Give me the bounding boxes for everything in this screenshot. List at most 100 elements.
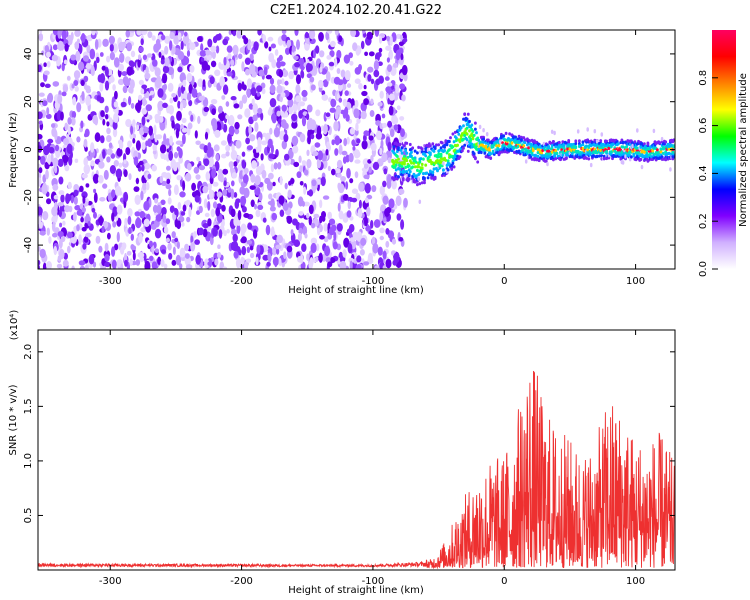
spectrogram-signal-halo (593, 129, 597, 134)
spectrogram-cell (108, 142, 113, 149)
spectrogram-cell (81, 207, 87, 213)
spectrogram-cell (270, 226, 275, 236)
spectrogram-cell (329, 50, 335, 58)
spectrogram-cell (241, 206, 247, 213)
spectrogram-signal-halo (652, 128, 656, 134)
spectrogram-cell (363, 261, 370, 266)
spectrogram-cell (356, 118, 361, 124)
spectrogram-signal-cell (392, 162, 396, 166)
x-tick-label: 0 (501, 276, 507, 287)
spectrogram-signal-cell (471, 137, 475, 141)
spectrogram-cell (328, 218, 336, 226)
spectrogram-cell (165, 183, 172, 190)
snr-frame (37, 329, 676, 571)
spectrogram-cell (284, 153, 290, 161)
spectrogram-cell (66, 231, 73, 239)
spectrogram-signal-cell (466, 122, 470, 126)
spectrogram-signal-cell (416, 183, 419, 187)
spectrogram-cell (296, 39, 300, 50)
spectrogram-cell (218, 62, 222, 69)
spectrogram-cell (227, 53, 232, 60)
spectrogram-signal-cell (472, 152, 476, 156)
spectrogram-cell (343, 54, 351, 64)
spectrogram-cell (344, 106, 349, 117)
spectrogram-cell (179, 191, 186, 198)
spectrogram-cell (57, 202, 64, 207)
spectrogram-cell (258, 192, 263, 202)
spectrogram-cell (94, 39, 99, 50)
colorbar-gradient (712, 30, 736, 269)
spectrogram-cell (58, 190, 65, 196)
spectrogram-cell (227, 187, 232, 193)
spectrogram-cell (182, 79, 187, 88)
spectrogram-cell (154, 248, 160, 253)
spectrogram-signal-halo (417, 176, 420, 181)
spectrogram-cell (255, 256, 259, 266)
spectrogram-cell (244, 108, 251, 118)
spectrogram-cell (193, 166, 200, 174)
spectrogram-cell (349, 178, 354, 184)
spectrogram-signal-cell (561, 153, 565, 157)
spectrogram-cell (261, 88, 266, 95)
spectrogram-cell (268, 193, 273, 200)
spectrogram-cell (172, 246, 176, 255)
spectrogram-cell (160, 34, 166, 41)
spectrogram-cell (283, 133, 289, 143)
spectrogram-cell (111, 246, 116, 257)
spectrogram-signal-cell (469, 137, 472, 141)
spectrogram-cell (124, 81, 131, 87)
spectrogram-signal-cell (600, 146, 604, 150)
spectrogram-signal-cell (463, 133, 467, 138)
spectrogram-cell (255, 209, 261, 218)
spectrogram-cell (298, 155, 302, 163)
spectrogram-cell (364, 216, 368, 227)
spectrogram-cell (249, 245, 254, 251)
spectrogram-signal-halo (426, 147, 430, 153)
spectrogram-signal-cell (401, 178, 405, 182)
spectrogram-cell (42, 262, 47, 269)
spectrogram-cell (227, 133, 232, 144)
spectrogram-cell (231, 172, 238, 179)
spectrogram-cell (325, 257, 332, 263)
spectrogram-cell (373, 69, 380, 78)
spectrogram-cell (398, 188, 405, 195)
spectrogram-cell (247, 42, 252, 51)
spectrogram-cell (384, 76, 390, 81)
spectrogram-signal-cell (400, 161, 404, 165)
spectrogram-cell (291, 45, 296, 53)
spectrogram-cell (62, 220, 66, 226)
spectrogram-cell (288, 180, 292, 186)
spectrogram-cell (65, 193, 72, 202)
spectrogram-signal-cell (431, 173, 435, 177)
spectrogram-cell (73, 196, 78, 205)
spectrogram-cell (202, 223, 209, 229)
spectrogram-cell (106, 156, 111, 163)
spectrogram-cell (118, 140, 124, 150)
spectrogram-cell (38, 64, 42, 73)
spectrogram-cell (268, 46, 272, 52)
spectrogram-y-label: Frequency (Hz) (8, 112, 19, 188)
spectrogram-signal-cell (527, 146, 530, 150)
spectrogram-cell (315, 243, 320, 252)
spectrogram-cell (179, 247, 186, 258)
spectrogram-cell (230, 241, 235, 251)
spectrogram-cell (76, 136, 81, 143)
y-tick-label: 2.0 (23, 344, 34, 360)
spectrogram-cell (112, 43, 118, 53)
spectrogram-cell (217, 172, 224, 182)
spectrogram-signal-cell (520, 138, 523, 142)
spectrogram-signal-cell (394, 168, 398, 172)
spectrogram-signal-cell (502, 134, 506, 138)
spectrogram-signal-cell (588, 152, 592, 156)
spectrogram-cell (301, 160, 307, 166)
spectrogram-cell (345, 154, 350, 163)
x-tick-label: -300 (99, 276, 122, 287)
spectrogram-cell (343, 237, 350, 248)
spectrogram-cell (92, 173, 100, 184)
spectrogram-cell (176, 241, 180, 250)
spectrogram-signal-cell (659, 147, 663, 151)
spectrogram-cell (353, 108, 360, 119)
spectrogram-signal-halo (418, 199, 422, 204)
spectrogram-cell (338, 97, 343, 103)
spectrogram-signal-cell (530, 151, 534, 155)
